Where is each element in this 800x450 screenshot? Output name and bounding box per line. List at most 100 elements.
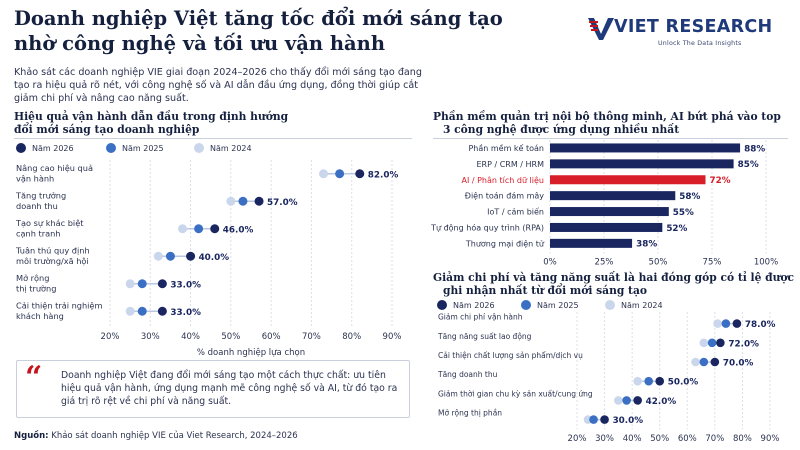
left-point-năm-2026 (157, 279, 167, 289)
right-dumbbell-chart: 20% 30% 40% 50% 60% 70% 80% 90% Giảm chi phí vận… (437, 312, 780, 444)
left-value-label: 33.0% (170, 280, 201, 290)
left-value-label: 57.0% (267, 198, 298, 208)
right-row-3: Tăng doanh thu 50.0% (437, 370, 698, 388)
left-point-năm-2024 (153, 251, 163, 261)
left-category-label: thị trường (16, 283, 56, 294)
legend-dot-2026 (16, 143, 26, 153)
legend-label-2026: Năm 2026 (32, 143, 74, 153)
right-row-4: Giảm thời gian chu kỳ sản xuất/cung ứng 4… (438, 389, 676, 407)
left-category-label: khách hàng (16, 311, 64, 321)
left-x-tick-label: 40% (181, 332, 200, 342)
top-right-chart-rule (433, 138, 788, 139)
left-category-label: Tạo sự khác biệt (15, 218, 84, 229)
right-legend-label-2024: Năm 2024 (621, 300, 663, 310)
right-row-5: Mở rộng thị phần 30.0% (438, 409, 643, 427)
bar-category-label: Điện toán đám mây (465, 191, 545, 201)
right-category-label: Tăng năng suất lao động (437, 332, 532, 341)
right-x-tick-label: 90% (761, 434, 780, 444)
left-point-năm-2026 (186, 251, 196, 261)
bar-value-label: 72% (710, 176, 731, 186)
right-point-năm-2026 (710, 357, 720, 367)
technology-bar-chart: 0% 25% 50% 75% 100% Phần mềm kế toán 88% ERP / … (430, 140, 778, 266)
bar-0 (550, 143, 741, 153)
right-point-năm-2024 (614, 396, 623, 405)
legend-item-2026: Năm 2026 (16, 143, 74, 153)
left-chart-legend: Năm 2026 Năm 2025 Năm 2024 (16, 143, 316, 155)
right-value-label: 72.0% (728, 339, 759, 349)
bar-x-tick-label: 75% (703, 257, 722, 266)
right-chart-legend: Năm 2026 Năm 2025 Năm 2024 (437, 300, 737, 312)
left-category-label: Nâng cao hiệu quả (16, 163, 93, 173)
page-title-line-1: Doanh nghiệp Việt tăng tốc đổi mới sáng … (14, 7, 503, 30)
left-point-năm-2025 (165, 251, 175, 261)
left-point-năm-2026 (157, 306, 167, 316)
top-right-chart-title: Phần mềm quản trị nội bộ thông minh, AI … (433, 110, 781, 136)
bar-category-label: ERP / CRM / HRM (476, 160, 544, 169)
bar-3 (550, 191, 676, 201)
right-point-năm-2024 (713, 319, 722, 328)
bottom-right-chart-title: Giảm chi phí và tăng năng suất là hai đó… (433, 271, 794, 297)
left-point-năm-2025 (137, 306, 147, 316)
left-category-label: doanh thu (16, 201, 58, 211)
right-row-1: Tăng năng suất lao động 72.0% (437, 332, 759, 350)
bar-category-label: Tự động hóa quy trình (RPA) (430, 222, 544, 233)
source-label: Nguồn: (14, 431, 49, 441)
legend-label-2024: Năm 2024 (210, 143, 252, 153)
left-x-tick-label: 50% (221, 332, 240, 342)
left-chart-rule (14, 138, 412, 139)
left-x-tick-label: 30% (141, 332, 160, 342)
viet-research-logo: VIET RESEARCH Unlock The Data Insights (588, 16, 788, 54)
right-x-tick-label: 70% (705, 434, 724, 444)
bar-category-label: Phần mềm kế toán (468, 143, 544, 153)
page-title: Doanh nghiệp Việt tăng tốc đổi mới sáng … (14, 6, 534, 56)
right-x-tick-label: 30% (595, 434, 614, 444)
right-value-label: 50.0% (668, 378, 699, 388)
left-value-label: 46.0% (223, 225, 254, 235)
bottom-right-chart-title-line-2: ghi nhận nhất từ đổi mới sáng tạo (443, 284, 648, 297)
left-category-label: Mở rộng (16, 273, 49, 283)
right-value-label: 70.0% (723, 359, 754, 369)
legend-dot-2025 (106, 143, 116, 153)
left-point-năm-2026 (355, 169, 365, 179)
right-value-label: 42.0% (646, 397, 677, 407)
bar-value-label: 55% (673, 208, 694, 218)
left-x-tick-label: 80% (342, 332, 361, 342)
right-x-tick-label: 40% (623, 434, 642, 444)
right-legend-label-2026: Năm 2026 (453, 300, 495, 310)
right-point-năm-2024 (691, 357, 700, 367)
top-right-chart-title-line-2: 3 công nghệ được ứng dụng nhiều nhất (443, 123, 680, 136)
right-point-năm-2026 (655, 376, 665, 386)
left-point-năm-2025 (238, 196, 248, 206)
bar-value-label: 52% (666, 224, 687, 234)
right-value-label: 78.0% (745, 320, 776, 330)
right-legend-item-2025: Năm 2025 (521, 300, 579, 310)
left-point-năm-2026 (210, 224, 220, 234)
right-category-label: Giảm chi phí vận hành (438, 313, 523, 322)
right-point-năm-2024 (633, 376, 642, 386)
right-point-năm-2026 (600, 415, 609, 424)
right-point-năm-2026 (633, 396, 642, 405)
logo-v-icon (588, 18, 614, 40)
bar-2 (550, 175, 706, 185)
quote-mark-icon: “ (25, 360, 43, 395)
right-row-2: Cải thiện chất lượng sản phẩm/dịch vụ 70.… (438, 351, 754, 369)
bar-x-tick-label: 50% (649, 257, 668, 266)
bar-1 (550, 159, 734, 169)
left-point-năm-2025 (137, 279, 147, 289)
right-x-tick-label: 60% (678, 434, 697, 444)
right-point-năm-2026 (716, 338, 725, 348)
right-point-năm-2024 (699, 338, 709, 348)
left-point-năm-2024 (319, 169, 329, 179)
right-point-năm-2025 (699, 357, 709, 367)
right-legend-dot-2024 (605, 300, 615, 310)
legend-item-2025: Năm 2025 (106, 143, 164, 153)
right-value-label: 30.0% (613, 416, 644, 426)
left-category-label: Tuân thủ quy định (15, 245, 90, 256)
right-point-năm-2025 (644, 376, 653, 386)
page-title-line-2: nhờ công nghệ và tối ưu vận hành (14, 32, 386, 55)
source-text: Khảo sát doanh nghiệp VIE của Viet Resea… (48, 431, 298, 441)
left-x-tick-label: 60% (262, 332, 281, 342)
bottom-right-chart-title-line-1: Giảm chi phí và tăng năng suất là hai đó… (433, 271, 795, 284)
